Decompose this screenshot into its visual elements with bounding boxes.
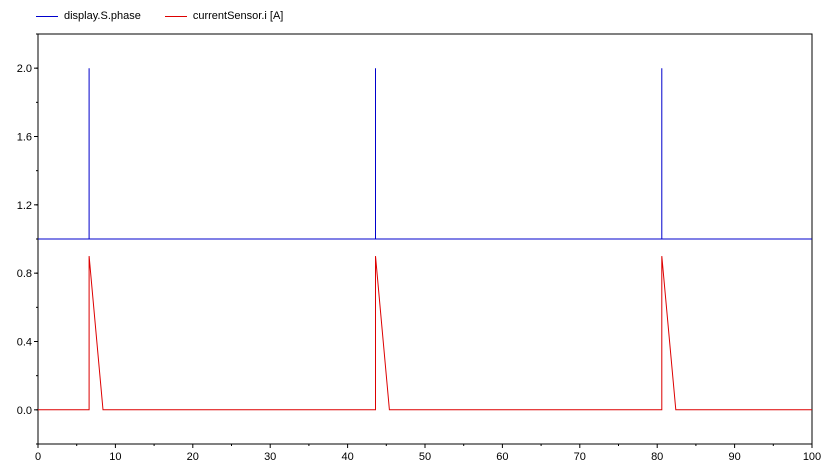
legend-item-current: currentSensor.i [A] xyxy=(164,10,284,22)
y-tick-label: 0.4 xyxy=(17,337,32,349)
legend-swatch-current xyxy=(164,15,187,17)
y-tick-label: 1.2 xyxy=(17,200,32,212)
x-tick-label: 0 xyxy=(35,451,41,463)
x-tick-label: 90 xyxy=(728,451,740,463)
legend-label-phase: display.S.phase xyxy=(64,10,141,22)
legend-label-current: currentSensor.i [A] xyxy=(192,10,284,22)
x-tick-label: 20 xyxy=(187,451,199,463)
x-axis: 0 10 20 30 40 50 60 70 80 90 100 xyxy=(35,444,821,463)
x-tick-label: 70 xyxy=(574,451,586,463)
x-tick-label: 80 xyxy=(651,451,663,463)
x-tick-label: 30 xyxy=(264,451,276,463)
legend-swatch-phase xyxy=(36,15,58,17)
chart-legend: display.S.phase currentSensor.i [A] xyxy=(36,10,283,22)
y-tick-label: 2.0 xyxy=(17,63,32,75)
y-tick-label: 0.8 xyxy=(17,268,32,280)
series-line-current xyxy=(38,256,812,411)
x-tick-label: 50 xyxy=(419,451,431,463)
y-tick-label: 0.0 xyxy=(17,405,32,417)
x-tick-label: 60 xyxy=(496,451,508,463)
x-tick-label: 10 xyxy=(109,451,121,463)
x-tick-label: 40 xyxy=(341,451,353,463)
x-tick-label: 100 xyxy=(803,451,821,463)
series-line-phase xyxy=(38,68,812,240)
series-layer xyxy=(38,68,812,411)
y-tick-label: 1.6 xyxy=(17,132,32,144)
y-axis: 0.0 0.4 0.8 1.2 1.6 2.0 xyxy=(17,33,38,445)
legend-item-phase: display.S.phase xyxy=(36,10,141,22)
